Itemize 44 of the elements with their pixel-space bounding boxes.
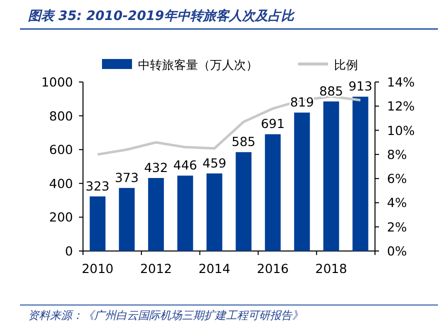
data-label: 819 — [290, 94, 314, 110]
y-tick-label: 600 — [49, 142, 74, 158]
bar — [206, 173, 222, 251]
y-tick-label: 200 — [49, 210, 74, 225]
bar — [352, 96, 368, 251]
data-label: 913 — [348, 78, 372, 94]
x-tick-label: 2014 — [198, 261, 230, 276]
bar — [264, 134, 281, 251]
data-label: 446 — [173, 158, 198, 173]
bar — [294, 112, 310, 251]
y-tick-label: 0 — [65, 244, 74, 258]
y-tick-label: 800 — [49, 108, 74, 124]
y2-tick-label: 14% — [387, 74, 415, 90]
bar — [177, 176, 194, 251]
y-tick-label: 1000 — [41, 74, 74, 90]
bar — [323, 101, 340, 251]
data-label: 885 — [319, 83, 344, 98]
data-label: 323 — [86, 178, 110, 194]
y2-tick-label: 0% — [387, 244, 407, 258]
bar — [90, 196, 106, 251]
data-label: 691 — [260, 116, 285, 132]
x-tick-label: 2010 — [82, 261, 114, 276]
bar — [236, 152, 252, 251]
legend-label: 比例 — [334, 58, 358, 72]
y2-tick-label: 10% — [387, 122, 415, 138]
y-tick-label: 400 — [49, 176, 74, 191]
y2-tick-label: 2% — [387, 219, 407, 234]
y2-tick-label: 6% — [387, 171, 407, 186]
y2-tick-label: 12% — [387, 98, 415, 114]
x-tick-label: 2016 — [256, 261, 289, 276]
data-label: 432 — [144, 160, 168, 175]
y2-tick-label: 4% — [387, 195, 407, 210]
x-tick-label: 2018 — [315, 261, 348, 276]
chart-title: 图表 35: 2010-2019年中转旅客人次及占比 — [28, 8, 296, 24]
y2-tick-label: 8% — [387, 146, 407, 162]
bar — [118, 188, 135, 251]
data-label: 585 — [232, 134, 256, 150]
line-series — [96, 95, 362, 156]
text: 资料来源：《广州白云国际机场三期扩建工程可研报告》 — [28, 309, 303, 322]
x-tick-label: 2012 — [140, 261, 172, 276]
data-label: 459 — [202, 155, 226, 170]
data-label: 373 — [114, 170, 139, 185]
bar — [148, 178, 164, 251]
legend-label: 中转旅客量（万人次） — [138, 58, 258, 72]
